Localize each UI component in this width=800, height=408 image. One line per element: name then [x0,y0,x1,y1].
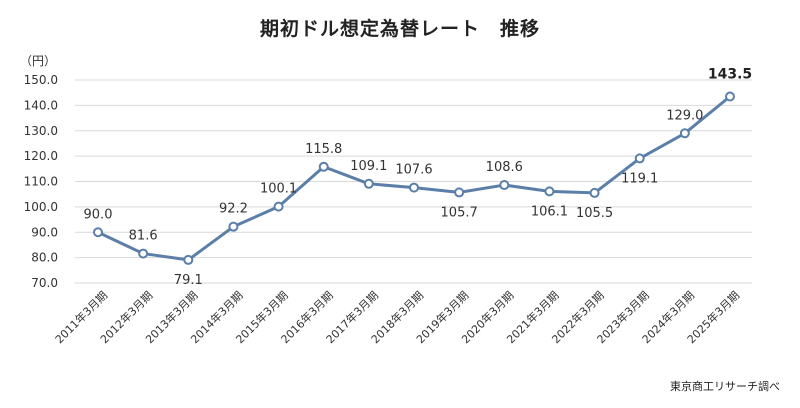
data-point [363,178,374,189]
y-tick-label: 80.0 [31,251,58,265]
source-note: 東京商工リサーチ調べ [670,380,780,393]
y-tick-label: 100.0 [24,200,58,214]
data-point [228,221,239,232]
y-tick-label: 130.0 [24,124,58,138]
data-label: 81.6 [129,229,158,244]
data-point [499,180,510,191]
data-point [725,91,735,102]
data-label: 92.2 [219,202,248,217]
data-label: 105.7 [441,205,478,220]
data-label: 90.0 [84,207,113,222]
data-point [544,186,555,197]
data-point [138,248,149,259]
data-point [318,161,329,172]
data-label: 107.6 [395,163,432,178]
y-axis-unit-label: （円） [20,54,57,68]
y-tick-label: 120.0 [24,149,58,163]
data-label: 119.1 [621,171,658,186]
y-tick-label: 70.0 [31,276,58,290]
data-label: 105.5 [576,206,613,221]
data-point [409,182,419,193]
y-tick-label: 110.0 [24,175,58,189]
data-point [589,187,600,198]
data-label: 109.1 [350,159,387,174]
y-tick-label: 140.0 [24,98,58,112]
data-point [454,187,465,198]
data-label: 100.1 [260,182,297,197]
data-point [273,201,284,212]
data-point [183,254,194,265]
chart-title: 期初ドル想定為替レート 推移 [259,18,540,40]
data-label: 106.1 [531,204,568,219]
data-point [679,128,690,139]
data-label: 79.1 [174,273,203,288]
y-tick-label: 150.0 [24,73,58,87]
y-tick-label: 90.0 [31,225,58,239]
data-point [93,227,103,238]
data-point [634,153,645,164]
data-label: 115.8 [305,142,342,157]
data-label: 129.0 [666,108,703,123]
data-label: 108.6 [486,160,523,175]
data-label: 143.5 [708,66,752,82]
